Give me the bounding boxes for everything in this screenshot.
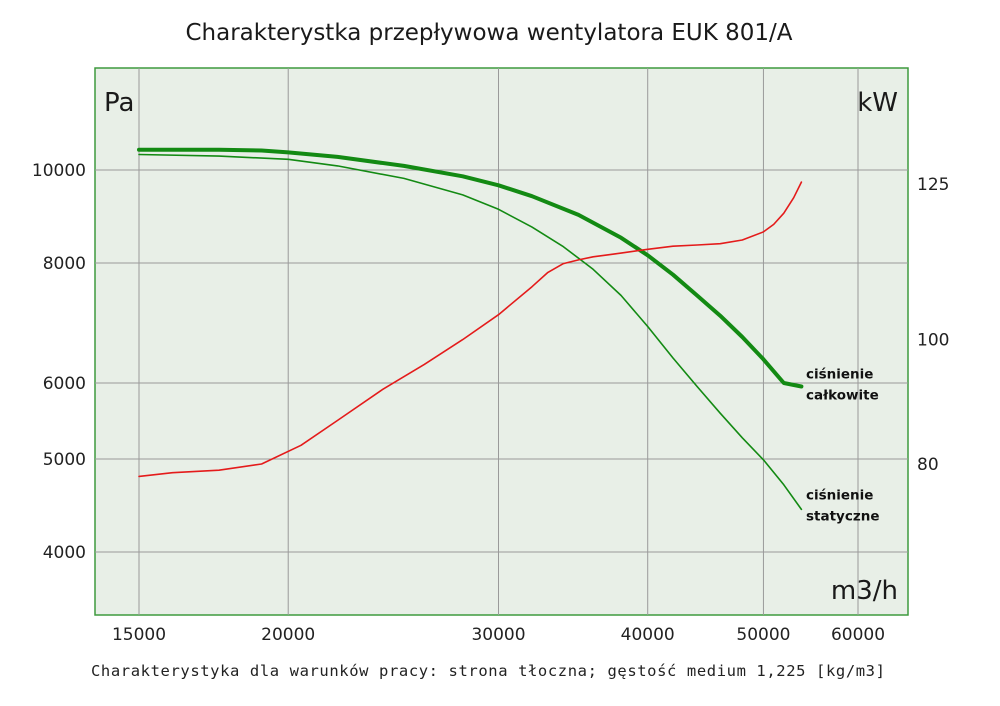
left-tick-label: 5000 xyxy=(43,450,86,470)
right-tick-label: 125 xyxy=(917,175,949,195)
right-tick-label: 80 xyxy=(917,455,939,475)
series-layer xyxy=(137,147,804,511)
x-tick-label: 30000 xyxy=(471,625,525,645)
x-tick-label: 20000 xyxy=(261,625,315,645)
static-pressure-label: statyczne xyxy=(806,508,879,524)
x-tick-label: 50000 xyxy=(736,625,790,645)
x-tick-label: 15000 xyxy=(112,625,166,645)
x-tick-label: 40000 xyxy=(621,625,675,645)
right-axis-unit: kW xyxy=(857,88,898,118)
x-axis-unit: m3/h xyxy=(831,576,898,606)
left-tick-label: 10000 xyxy=(32,161,86,181)
left-tick-label: 4000 xyxy=(43,543,86,563)
left-tick-label: 8000 xyxy=(43,254,86,274)
static-pressure-curve xyxy=(138,153,803,511)
plot-area xyxy=(94,67,909,616)
power-curve xyxy=(138,181,803,478)
x-tick-label: 60000 xyxy=(831,625,885,645)
total-pressure-label: całkowite xyxy=(806,387,879,403)
total-pressure-label: ciśnienie xyxy=(806,366,873,382)
total-pressure-curve xyxy=(137,147,804,389)
right-tick-label: 100 xyxy=(917,331,949,351)
static-pressure-label: ciśnienie xyxy=(806,487,873,503)
labels-layer: ciśnienie całkowite ciśnienie statyczne xyxy=(806,366,879,524)
chart-footnote: Charakterystyka dla warunków pracy: stro… xyxy=(91,662,886,680)
chart-title: Charakterystka przepływowa wentylatora E… xyxy=(185,20,792,46)
left-tick-label: 6000 xyxy=(43,374,86,394)
left-axis-unit: Pa xyxy=(104,88,134,118)
